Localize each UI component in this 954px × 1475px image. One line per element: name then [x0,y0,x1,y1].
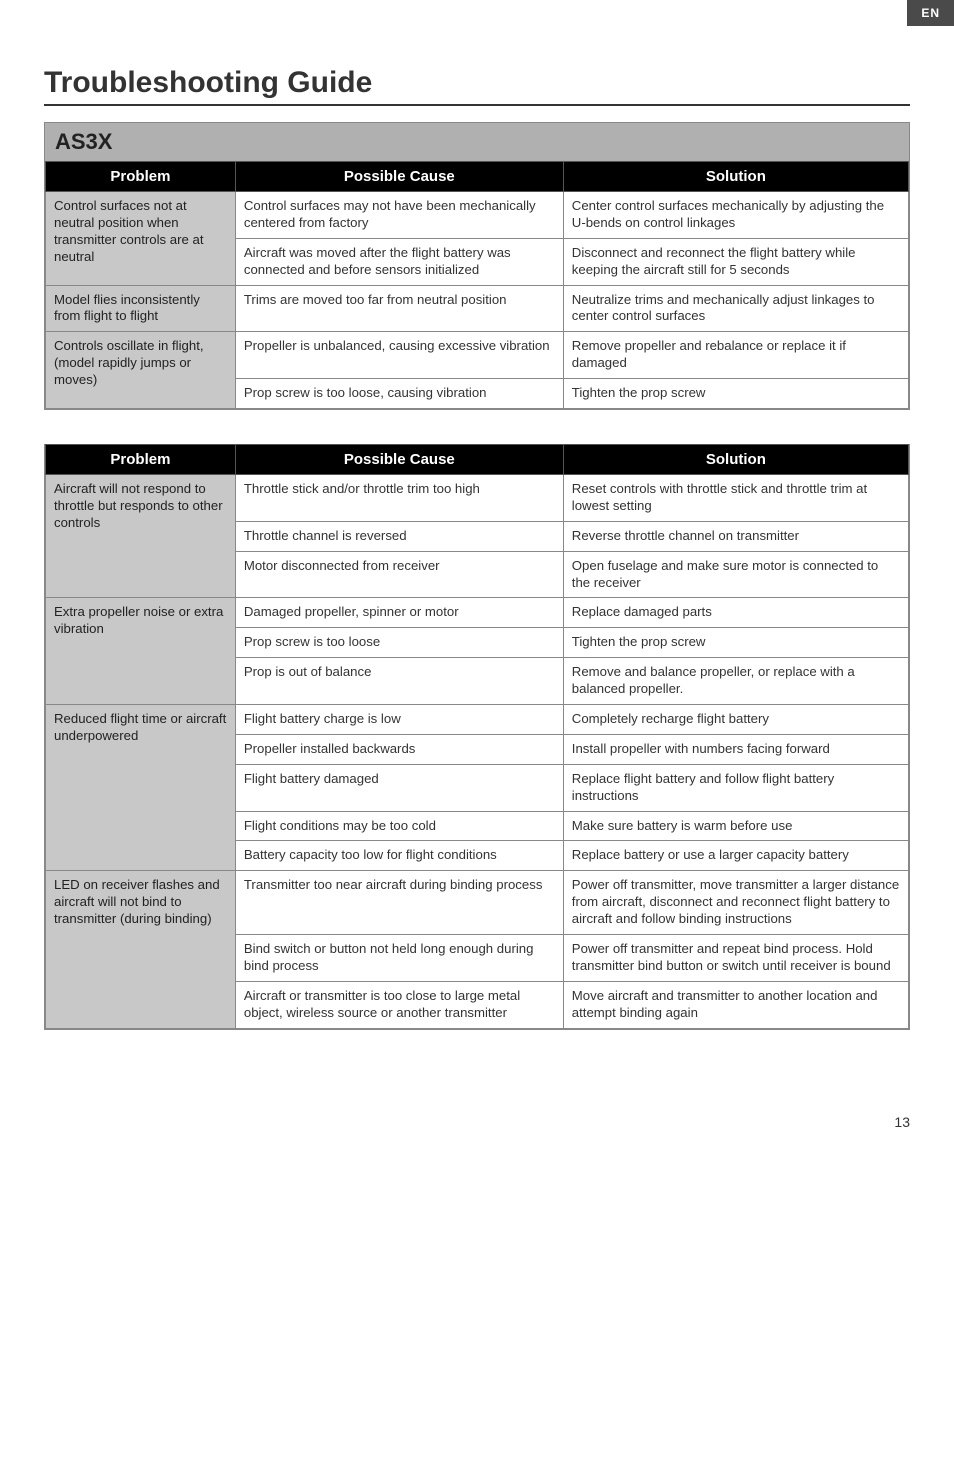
problem-cell: Control surfaces not at neutral position… [46,192,236,286]
cause-cell: Throttle channel is reversed [235,521,563,551]
solution-cell: Replace flight battery and follow flight… [563,764,908,811]
cause-cell: Propeller installed backwards [235,734,563,764]
problem-cell: Controls oscillate in flight, (model rap… [46,332,236,409]
general-table: Problem Possible Cause Solution Aircraft… [45,444,909,1029]
solution-cell: Replace battery or use a larger capacity… [563,841,908,871]
cause-cell: Battery capacity too low for flight cond… [235,841,563,871]
col-solution: Solution [563,445,908,475]
page-title: Troubleshooting Guide [44,66,910,106]
cause-cell: Aircraft was moved after the flight batt… [235,238,563,285]
cause-cell: Flight conditions may be too cold [235,811,563,841]
solution-cell: Center control surfaces mechanically by … [563,192,908,239]
table-row: Model flies inconsistently from flight t… [46,285,909,332]
cause-cell: Trims are moved too far from neutral pos… [235,285,563,332]
cause-cell: Bind switch or button not held long enou… [235,935,563,982]
as3x-table: Problem Possible Cause Solution Control … [45,161,909,409]
page-number: 13 [0,1084,954,1150]
table-row: Reduced flight time or aircraft underpow… [46,705,909,735]
solution-cell: Tighten the prop screw [563,628,908,658]
table-row: Aircraft will not respond to throttle bu… [46,475,909,522]
solution-cell: Completely recharge flight battery [563,705,908,735]
general-section: Problem Possible Cause Solution Aircraft… [44,444,910,1030]
solution-cell: Replace damaged parts [563,598,908,628]
as3x-label: AS3X [45,123,909,161]
solution-cell: Neutralize trims and mechanically adjust… [563,285,908,332]
table-row: Extra propeller noise or extra vibration… [46,598,909,628]
col-problem: Problem [46,162,236,192]
cause-cell: Prop screw is too loose [235,628,563,658]
cause-cell: Propeller is unbalanced, causing excessi… [235,332,563,379]
cause-cell: Prop screw is too loose, causing vibrati… [235,379,563,409]
solution-cell: Move aircraft and transmitter to another… [563,981,908,1028]
cause-cell: Aircraft or transmitter is too close to … [235,981,563,1028]
problem-cell: LED on receiver flashes and aircraft wil… [46,871,236,1028]
cause-cell: Throttle stick and/or throttle trim too … [235,475,563,522]
cause-cell: Flight battery damaged [235,764,563,811]
solution-cell: Power off transmitter, move transmitter … [563,871,908,935]
cause-cell: Control surfaces may not have been mecha… [235,192,563,239]
cause-cell: Transmitter too near aircraft during bin… [235,871,563,935]
col-cause: Possible Cause [235,445,563,475]
problem-cell: Model flies inconsistently from flight t… [46,285,236,332]
language-badge: EN [907,0,954,26]
problem-cell: Extra propeller noise or extra vibration [46,598,236,705]
solution-cell: Power off transmitter and repeat bind pr… [563,935,908,982]
solution-cell: Open fuselage and make sure motor is con… [563,551,908,598]
col-cause: Possible Cause [235,162,563,192]
solution-cell: Tighten the prop screw [563,379,908,409]
solution-cell: Remove and balance propeller, or replace… [563,658,908,705]
cause-cell: Prop is out of balance [235,658,563,705]
solution-cell: Remove propeller and rebalance or replac… [563,332,908,379]
col-solution: Solution [563,162,908,192]
cause-cell: Motor disconnected from receiver [235,551,563,598]
table-row: Control surfaces not at neutral position… [46,192,909,239]
col-problem: Problem [46,445,236,475]
table-row: Controls oscillate in flight, (model rap… [46,332,909,379]
solution-cell: Make sure battery is warm before use [563,811,908,841]
solution-cell: Install propeller with numbers facing fo… [563,734,908,764]
table-row: LED on receiver flashes and aircraft wil… [46,871,909,935]
problem-cell: Aircraft will not respond to throttle bu… [46,475,236,598]
solution-cell: Disconnect and reconnect the flight batt… [563,238,908,285]
solution-cell: Reset controls with throttle stick and t… [563,475,908,522]
solution-cell: Reverse throttle channel on transmitter [563,521,908,551]
problem-cell: Reduced flight time or aircraft underpow… [46,705,236,871]
cause-cell: Damaged propeller, spinner or motor [235,598,563,628]
as3x-section: AS3X Problem Possible Cause Solution Con… [44,122,910,410]
cause-cell: Flight battery charge is low [235,705,563,735]
